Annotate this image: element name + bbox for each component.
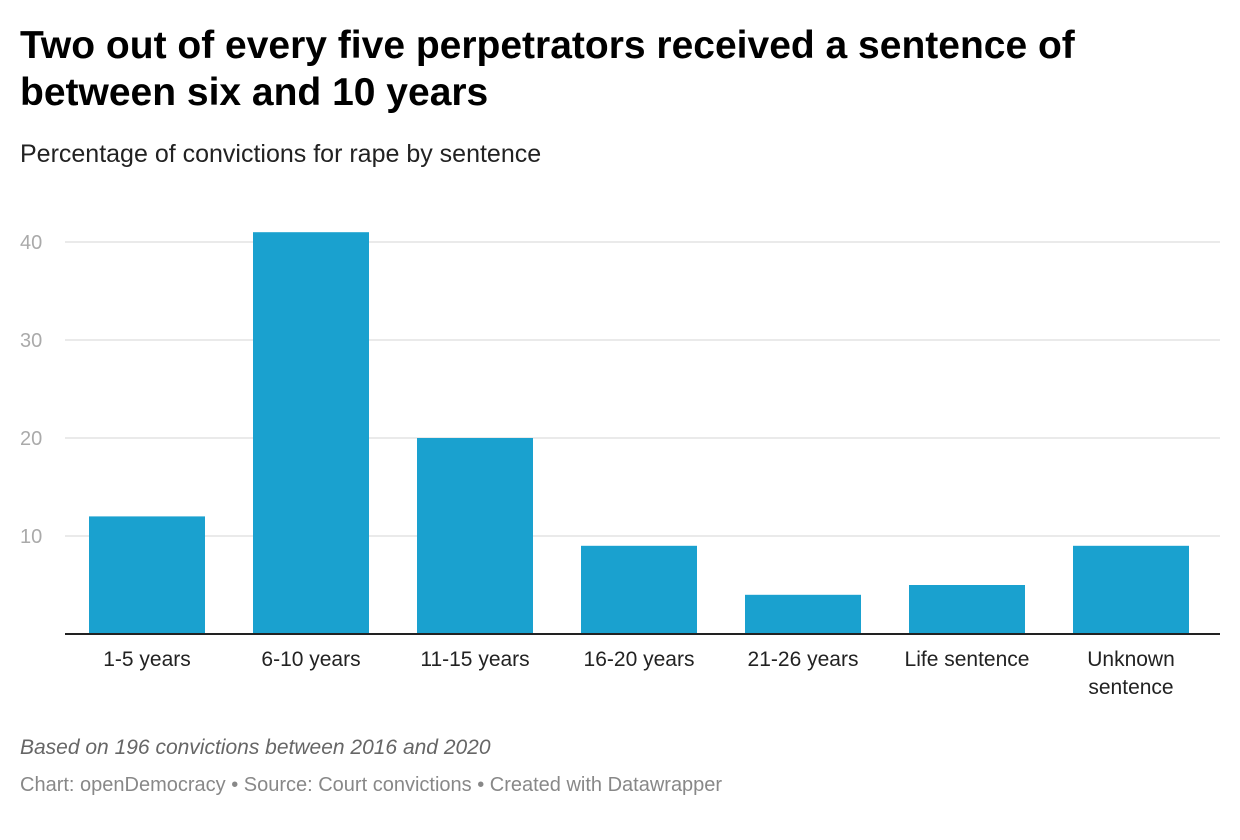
y-tick-label: 10 bbox=[20, 526, 42, 548]
chart-footer: Chart: openDemocracy • Source: Court con… bbox=[20, 774, 723, 796]
bar-life-sentence bbox=[909, 585, 1025, 634]
x-tick-label: 1-5 years bbox=[103, 648, 191, 671]
x-tick-label: Life sentence bbox=[905, 648, 1030, 671]
chart-subtitle: Percentage of convictions for rape by se… bbox=[20, 140, 542, 168]
bar-chart: 10 20 30 40 1-5 years 6-10 years 11-15 years 16… bbox=[20, 232, 1220, 699]
x-tick-label: 21-26 years bbox=[748, 648, 859, 671]
chart-title: Two out of every five perpetrators recei… bbox=[20, 24, 1075, 114]
bar-6-10-years bbox=[253, 232, 369, 634]
x-tick-label: 16-20 years bbox=[584, 648, 695, 671]
bar-1-5-years bbox=[89, 516, 205, 634]
x-tick-label: Unknown sentence bbox=[1087, 648, 1175, 699]
chart-note: Based on 196 convictions between 2016 an… bbox=[20, 736, 491, 759]
y-tick-label: 20 bbox=[20, 428, 42, 450]
bar-16-20-years bbox=[581, 545, 697, 634]
y-tick-label: 30 bbox=[20, 330, 42, 352]
x-tick-label: 6-10 years bbox=[261, 648, 360, 671]
y-tick-label: 40 bbox=[20, 232, 42, 254]
bar-unknown-sentence bbox=[1073, 545, 1189, 634]
bar-11-15-years bbox=[417, 438, 533, 634]
x-tick-label: 11-15 years bbox=[420, 648, 529, 671]
bar-21-26-years bbox=[745, 594, 861, 634]
